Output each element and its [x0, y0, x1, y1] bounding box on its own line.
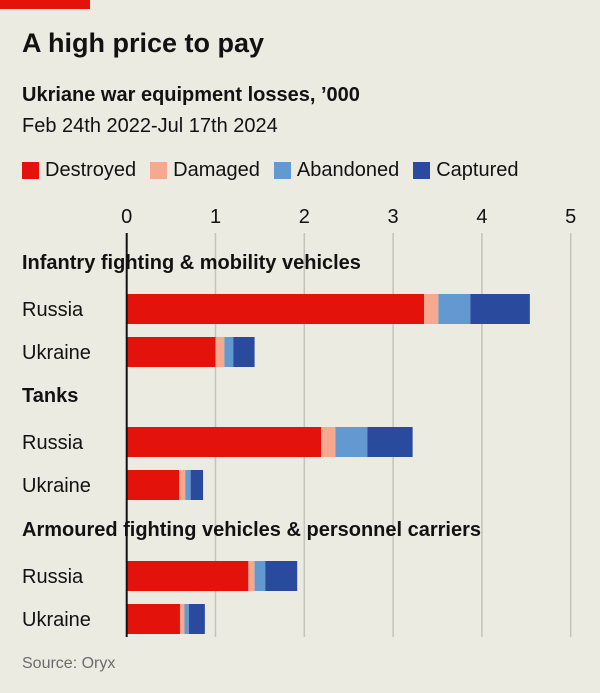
bar-segment-damaged: [248, 561, 255, 591]
legend-label: Damaged: [173, 159, 260, 181]
legend-label: Captured: [436, 159, 519, 181]
row-label: Russia: [22, 299, 84, 321]
bar-segment-captured: [367, 427, 413, 457]
tick-label: 0: [121, 206, 132, 228]
chart-subtitle: Ukriane war equipment losses, ’000: [22, 84, 360, 106]
legend-swatch: [22, 162, 39, 179]
bar-segment-damaged: [321, 427, 336, 457]
row-label: Russia: [22, 432, 84, 454]
bar-segment-abandoned: [224, 337, 234, 367]
bar-segment-abandoned: [184, 604, 189, 634]
tick-label: 2: [299, 206, 310, 228]
row-label: Ukraine: [22, 342, 91, 364]
legend-item: Destroyed: [22, 159, 136, 182]
legend-label: Abandoned: [296, 159, 400, 181]
bar-segment-destroyed: [126, 561, 249, 591]
bar-segment-destroyed: [126, 470, 180, 500]
row-label: Russia: [22, 566, 84, 588]
source-note: Source: Oryx: [22, 655, 116, 672]
tick-label: 1: [210, 206, 221, 228]
tick-label: 3: [388, 206, 399, 228]
bar-segment-abandoned: [335, 427, 368, 457]
tick-label: 4: [476, 206, 487, 228]
bar-segment-captured: [265, 561, 298, 591]
bar-segment-captured: [190, 470, 204, 500]
row-label: Ukraine: [22, 609, 91, 631]
bar-segment-abandoned: [254, 561, 266, 591]
legend-swatch: [413, 162, 431, 179]
group-label: Armoured fighting vehicles & personnel c…: [22, 519, 481, 541]
legend-swatch: [150, 162, 168, 179]
bar-segment-captured: [233, 337, 255, 367]
bar-segment-destroyed: [126, 427, 322, 457]
legend: Destroyed Damaged Abandoned Captured: [22, 159, 518, 182]
bar-segment-captured: [188, 604, 205, 634]
brand-bar: [0, 0, 90, 9]
tick-label: 5: [565, 206, 576, 228]
bar-segment-destroyed: [126, 294, 425, 324]
legend-item: Captured: [413, 159, 518, 182]
bar-segment-destroyed: [126, 604, 180, 634]
legend-swatch: [273, 162, 291, 179]
bar-segment-abandoned: [185, 470, 191, 500]
legend-item: Damaged: [150, 159, 260, 182]
row-label: Ukraine: [22, 475, 91, 497]
legend-label: Destroyed: [45, 159, 137, 181]
bar-segment-captured: [470, 294, 530, 324]
legend-item: Abandoned: [273, 159, 400, 182]
bar-segment-destroyed: [126, 337, 216, 367]
bar-segment-damaged: [179, 604, 185, 634]
group-label: Infantry fighting & mobility vehicles: [22, 252, 361, 274]
chart-title: A high price to pay: [22, 28, 265, 58]
bar-segment-damaged: [424, 294, 439, 324]
bar-segment-damaged: [215, 337, 225, 367]
bar-segment-damaged: [179, 470, 186, 500]
group-label: Tanks: [22, 385, 78, 407]
date-range: Feb 24th 2022-Jul 17th 2024: [22, 115, 278, 137]
bar-segment-abandoned: [438, 294, 471, 324]
